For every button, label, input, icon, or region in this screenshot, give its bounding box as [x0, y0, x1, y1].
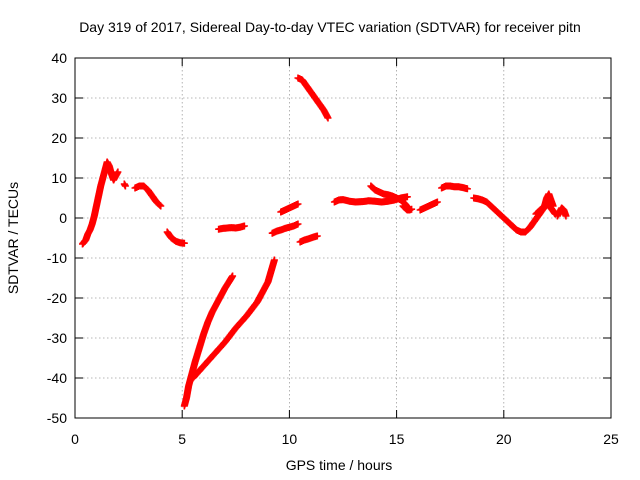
y-tick-label: -40	[47, 370, 67, 386]
series-arc-17	[470, 194, 559, 236]
y-axis-label: SDTVAR / TECUs	[5, 182, 21, 294]
y-tick-label: 0	[59, 210, 67, 226]
series-arc-9	[277, 200, 302, 216]
series-arc-1	[79, 158, 122, 248]
data-point	[403, 193, 411, 201]
series-arc-19	[553, 204, 570, 220]
x-axis-tick-labels: 0 5 10 15 20 25	[71, 431, 619, 447]
data-point	[229, 272, 237, 280]
y-tick-label: 30	[51, 90, 67, 106]
data-point	[114, 168, 122, 176]
series-arc-5	[215, 222, 248, 233]
series-arc-6	[180, 272, 237, 410]
y-axis-tick-labels: -50 -40 -30 -20 -10 0 10 20 30 40	[47, 50, 67, 426]
data-point	[408, 205, 416, 213]
data-point	[313, 232, 321, 240]
data-point	[324, 114, 332, 122]
data-point	[433, 198, 441, 206]
data-point	[240, 222, 248, 230]
x-tick-label: 20	[496, 431, 512, 447]
grid-lines	[75, 58, 611, 418]
data-points	[79, 74, 570, 410]
x-tick-label: 0	[71, 431, 79, 447]
data-point	[294, 200, 302, 208]
data-point	[270, 256, 278, 264]
x-tick-label: 10	[282, 431, 298, 447]
series-arc-11	[296, 232, 321, 246]
axis-ticks	[74, 57, 612, 419]
x-tick-label: 15	[389, 431, 405, 447]
y-tick-label: -30	[47, 330, 67, 346]
series-arc-3	[131, 182, 165, 210]
data-point	[294, 220, 302, 228]
x-tick-label: 25	[603, 431, 619, 447]
y-tick-label: 40	[51, 50, 67, 66]
data-point	[463, 185, 471, 193]
x-axis-label: GPS time / hours	[286, 457, 393, 473]
series-arc-18	[532, 190, 557, 218]
series-arc-7	[189, 256, 278, 382]
data-point	[157, 202, 165, 210]
y-tick-label: 10	[51, 170, 67, 186]
data-point	[121, 182, 129, 190]
series-arc-14	[399, 202, 416, 214]
chart-title: Day 319 of 2017, Sidereal Day-to-day VTE…	[79, 19, 581, 35]
y-tick-label: -10	[47, 250, 67, 266]
x-tick-label: 5	[178, 431, 186, 447]
data-point	[180, 239, 188, 247]
data-point	[549, 202, 557, 210]
plot-frame	[74, 57, 612, 419]
series-arc-4	[163, 228, 188, 247]
series-arc-15	[416, 198, 441, 214]
y-tick-label: 20	[51, 130, 67, 146]
series-arc-10	[294, 74, 332, 122]
y-tick-label: -50	[47, 410, 67, 426]
series-arc-16	[438, 182, 471, 193]
series-arc-8	[268, 220, 302, 237]
data-point	[562, 212, 570, 220]
y-tick-label: -20	[47, 290, 67, 306]
series-arc-2	[120, 180, 129, 190]
